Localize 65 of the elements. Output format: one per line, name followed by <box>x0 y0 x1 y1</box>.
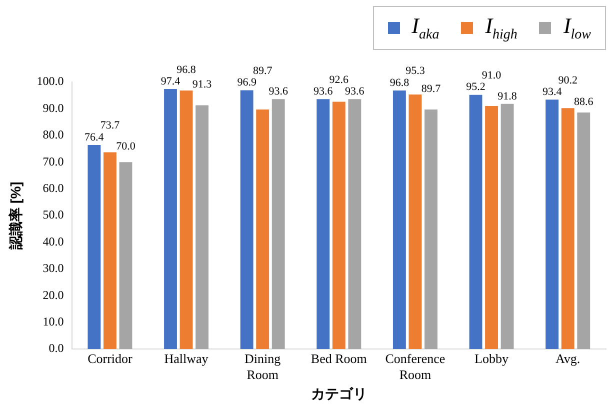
data-label: 90.2 <box>558 74 578 87</box>
data-label: 93.4 <box>542 86 562 98</box>
data-label: 91.3 <box>192 78 212 91</box>
x-tick-label: Lobby <box>474 351 509 366</box>
bar <box>546 100 559 349</box>
bar <box>316 99 330 349</box>
legend-label: I$_{aka}$ <box>412 13 440 44</box>
data-label: 95.2 <box>466 81 486 94</box>
data-label: 95.3 <box>406 64 426 77</box>
bar <box>256 110 270 349</box>
data-label: 92.6 <box>329 74 350 86</box>
bar <box>180 90 193 349</box>
bar <box>332 102 346 349</box>
bar <box>196 105 209 349</box>
bar <box>577 112 590 349</box>
data-label: 97.4 <box>160 75 181 88</box>
bar <box>561 108 574 349</box>
data-label: 70.0 <box>116 140 136 152</box>
y-axis-title: 認識率 [%] <box>7 182 24 250</box>
y-tick-label: 60.0 <box>42 180 64 195</box>
data-label: 93.6 <box>268 85 288 98</box>
x-axis-title: カテゴリ <box>310 385 367 402</box>
x-tick-label: Corridor <box>88 351 134 366</box>
data-label: 96.9 <box>237 76 257 89</box>
y-tick-label: 20.0 <box>42 288 64 302</box>
data-label: 93.6 <box>345 85 365 98</box>
y-tick-label: 40.0 <box>42 234 64 248</box>
bar <box>240 90 254 349</box>
bar <box>469 94 482 349</box>
bar <box>119 162 132 349</box>
data-label: 96.8 <box>176 64 196 76</box>
data-label: 89.7 <box>421 82 442 95</box>
bar <box>392 90 406 349</box>
y-tick-label: 0.0 <box>48 341 64 356</box>
bar <box>424 110 438 349</box>
y-tick-label: 100.0 <box>36 74 64 88</box>
data-label: 91.8 <box>498 90 518 102</box>
bar <box>272 99 285 349</box>
x-tick-label: Bed Room <box>310 351 367 366</box>
bar <box>408 94 422 349</box>
data-label: 73.7 <box>100 120 120 132</box>
y-tick-label: 30.0 <box>42 261 64 276</box>
y-tick-label: 10.0 <box>42 314 64 328</box>
bar <box>500 104 514 349</box>
legend-label: I$_{low}$ <box>563 13 591 44</box>
data-label: 96.8 <box>390 76 410 89</box>
x-tick-label: Dining Room <box>244 351 282 382</box>
y-tick-label: 80.0 <box>42 128 64 142</box>
data-label: 88.6 <box>574 96 594 108</box>
data-label: 89.7 <box>252 64 273 77</box>
legend-label: I$_{high}$ <box>485 13 518 44</box>
bar <box>348 99 362 349</box>
data-label: 93.6 <box>314 85 334 98</box>
data-label: 91.0 <box>482 69 502 82</box>
data-label: 76.4 <box>84 131 104 144</box>
x-tick-label: Avg. <box>556 351 580 366</box>
bar <box>164 88 177 349</box>
y-tick-label: 70.0 <box>42 154 64 168</box>
x-tick-label: Conference Room <box>385 351 446 382</box>
y-tick-label: 50.0 <box>42 208 64 222</box>
x-tick-label: Hallway <box>164 351 209 366</box>
y-tick-label: 90.0 <box>42 100 64 115</box>
bar <box>103 152 116 349</box>
bar <box>485 106 498 349</box>
bar <box>88 145 101 349</box>
